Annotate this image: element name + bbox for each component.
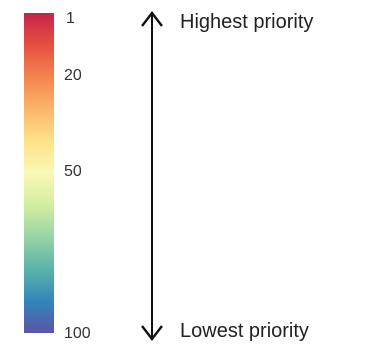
highest-priority-label: Highest priority: [180, 11, 314, 33]
tick-label-20: 20: [64, 67, 82, 84]
lowest-priority-label: Lowest priority: [180, 320, 309, 342]
colorbar-fill: [24, 13, 54, 333]
double-arrow-icon: [141, 11, 163, 341]
tick-label-100: 100: [64, 325, 91, 342]
tick-label-1: 1: [66, 10, 75, 27]
tick-label-50: 50: [64, 163, 82, 180]
priority-colorbar: [24, 13, 54, 333]
